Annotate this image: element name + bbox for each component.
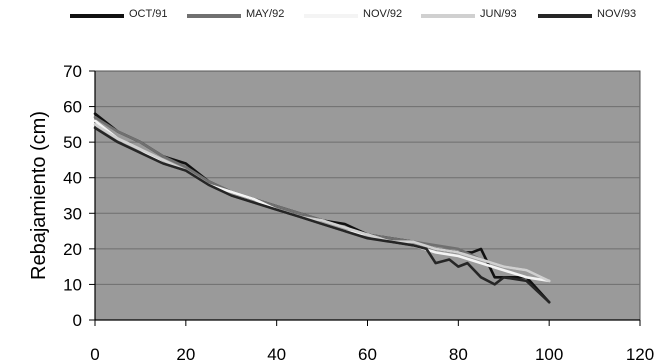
x-tick-label: 60 (358, 345, 377, 364)
legend-label: OCT/91 (129, 8, 168, 20)
series-line-nov-93 (93, 126, 551, 304)
legend-swatch (187, 14, 241, 18)
chart-legend: OCT/91 MAY/92 NOV/92 JUN/93 NOV/93 (70, 6, 662, 26)
y-tick-label: 40 (63, 169, 82, 188)
x-tick-label: 80 (449, 345, 468, 364)
legend-swatch (304, 14, 358, 18)
legend-label: MAY/92 (246, 8, 285, 20)
y-tick-label: 10 (63, 275, 82, 294)
x-tick-label: 20 (176, 345, 195, 364)
y-tick-label: 0 (73, 311, 82, 330)
legend-swatch (421, 14, 475, 18)
legend-label: NOV/92 (363, 8, 403, 20)
legend-swatch (70, 14, 124, 18)
plot-area (94, 70, 641, 321)
y-tick-label: 30 (63, 204, 82, 223)
legend-swatch (538, 14, 592, 18)
y-tick-label: 50 (63, 133, 82, 152)
y-tick-label: 20 (63, 240, 82, 259)
y-tick-label: 70 (63, 62, 82, 81)
y-tick-label: 60 (63, 98, 82, 117)
x-tick-label: 100 (535, 345, 563, 364)
legend-label: JUN/93 (480, 8, 517, 20)
y-axis-label: Rebajamiento (cm) (28, 111, 50, 280)
series-line-jun-93 (93, 123, 551, 283)
x-tick-label: 120 (626, 345, 654, 364)
series-line-oct-91 (93, 112, 551, 304)
legend-label: NOV/93 (597, 8, 637, 20)
x-tick-label: 40 (267, 345, 286, 364)
x-tick-label: 0 (90, 345, 99, 364)
